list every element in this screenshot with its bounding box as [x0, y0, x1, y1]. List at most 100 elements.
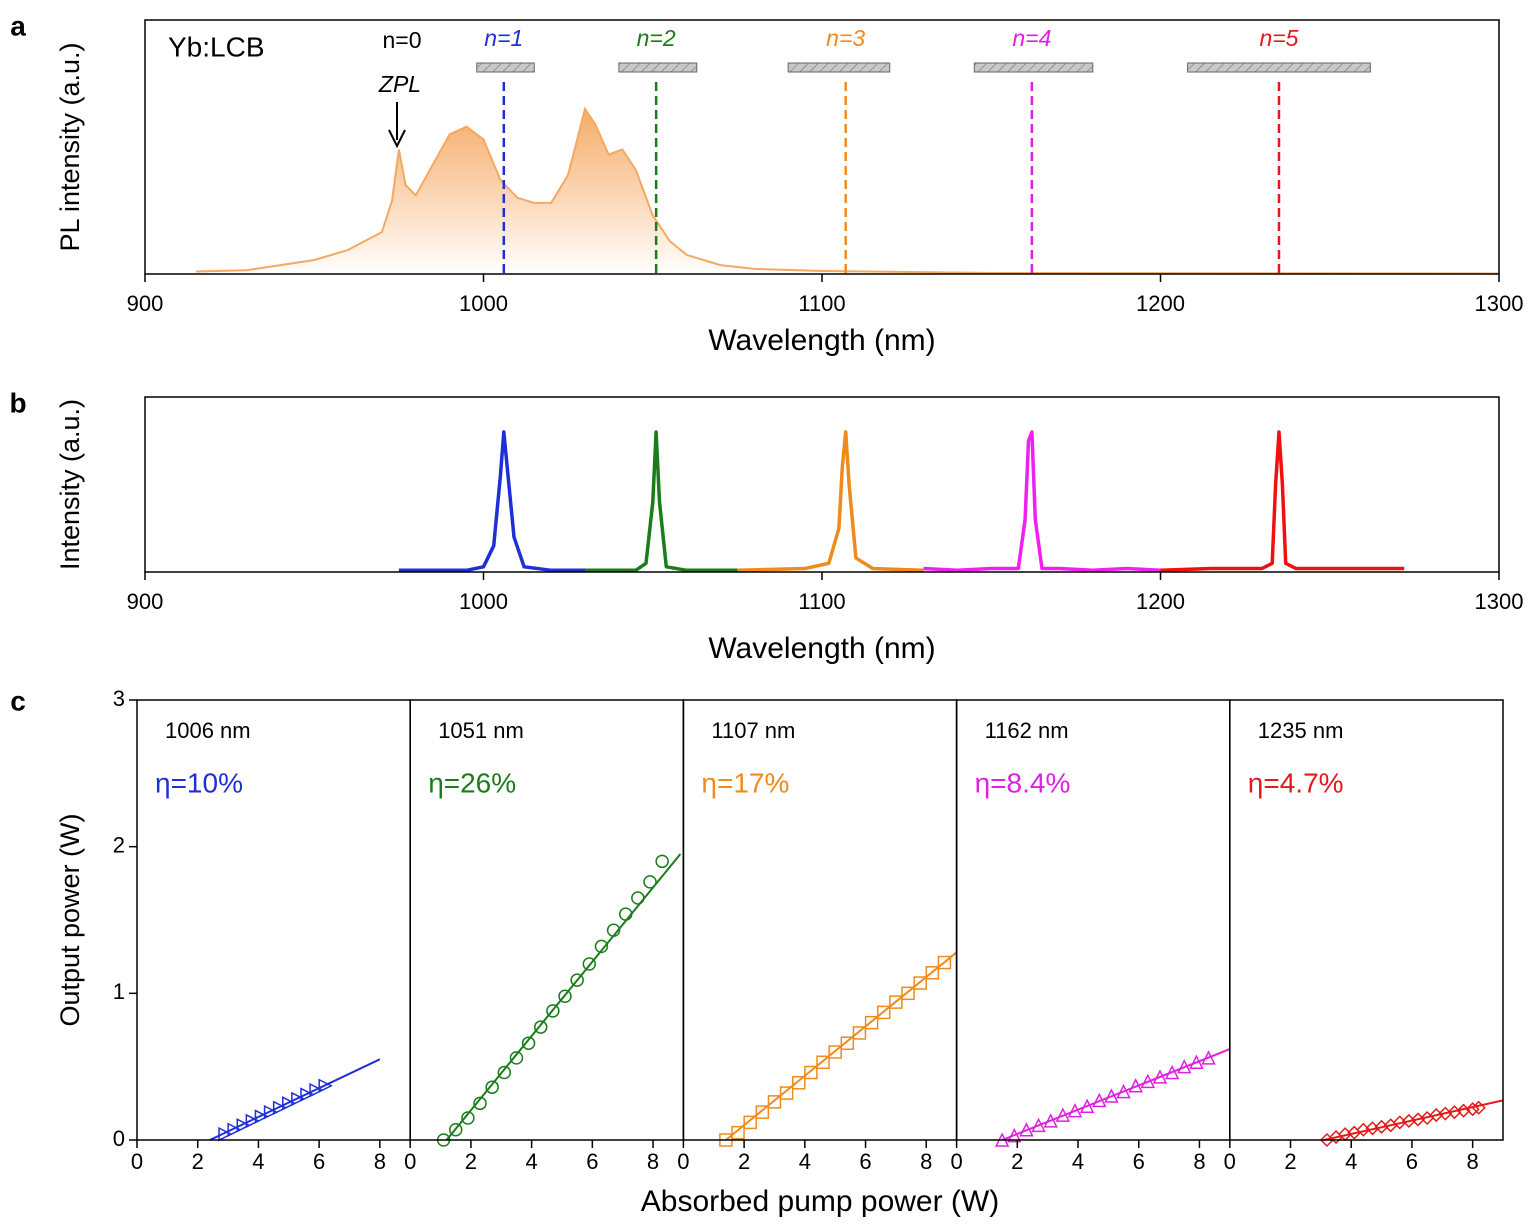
mode-label: n=4	[1012, 25, 1051, 51]
wavelength-label: 1006 nm	[165, 718, 251, 743]
plot-frame	[136, 699, 411, 1141]
x-tick-label: 900	[127, 589, 164, 614]
data-point	[631, 891, 645, 905]
x-tick-label: 8	[1193, 1149, 1205, 1174]
data-point	[1189, 1054, 1204, 1070]
x-tick-label: 6	[313, 1149, 325, 1174]
x-tick-label: 2	[1284, 1149, 1296, 1174]
data-point	[816, 1055, 830, 1070]
y-tick-label: 3	[113, 686, 125, 711]
efficiency-label: η=26%	[428, 767, 516, 798]
data-point	[300, 1087, 315, 1102]
data-point	[1019, 1122, 1034, 1137]
data-point	[1465, 1102, 1480, 1117]
data-point	[1177, 1058, 1192, 1074]
sample-label: Yb:LCB	[168, 31, 265, 62]
mode-band	[618, 62, 698, 73]
data-point	[913, 976, 927, 990]
data-point	[618, 907, 633, 921]
data-point	[236, 1118, 251, 1133]
data-point	[743, 1115, 757, 1130]
x-axis-label: Absorbed pump power (W)	[641, 1185, 999, 1218]
data-point	[804, 1065, 818, 1080]
plot-frame	[144, 396, 1500, 573]
mode-band	[476, 62, 535, 73]
data-point	[655, 854, 669, 869]
data-point	[318, 1078, 333, 1093]
data-point	[448, 1122, 463, 1137]
x-tick-label: 1200	[1136, 291, 1185, 316]
mode-label: n=2	[637, 25, 676, 51]
area-fill	[195, 108, 1499, 275]
spectrum-line	[1160, 430, 1405, 573]
x-tick-label: 2	[738, 1149, 750, 1174]
annotation: n=0	[382, 27, 421, 53]
x-tick-label: 6	[1406, 1149, 1418, 1174]
spectrum-line	[398, 430, 585, 573]
efficiency-label: η=8.4%	[975, 767, 1071, 798]
mode-band	[787, 62, 891, 73]
efficiency-label: η=17%	[701, 767, 789, 798]
data-point	[485, 1080, 499, 1094]
x-tick-label: 8	[647, 1149, 659, 1174]
x-tick-label: 4	[252, 1149, 264, 1174]
y-tick-label: 2	[113, 832, 125, 857]
data-point	[889, 995, 903, 1009]
x-tick-label: 1100	[798, 589, 845, 614]
panel-letter: b	[9, 387, 26, 418]
x-tick-label: 4	[1345, 1149, 1357, 1174]
x-tick-label: 0	[131, 1149, 143, 1174]
data-point	[937, 955, 952, 970]
data-point	[767, 1095, 782, 1109]
y-axis-label: Output power (W)	[55, 813, 85, 1026]
data-point	[570, 973, 584, 987]
data-point	[521, 1036, 536, 1050]
subplot: 1006 nm η=10% 0 2 4 6 8	[131, 699, 411, 1174]
x-tick-label: 900	[127, 291, 164, 316]
wavelength-label: 1162 nm	[985, 718, 1069, 743]
data-point	[755, 1105, 770, 1119]
x-tick-label: 4	[799, 1149, 811, 1174]
mode-label: n=5	[1259, 25, 1298, 51]
annotation: ZPL	[378, 71, 421, 97]
data-point	[1067, 1102, 1083, 1118]
data-point	[1079, 1098, 1095, 1114]
x-tick-label: 1100	[798, 291, 845, 316]
data-point	[1055, 1107, 1071, 1122]
data-point	[1007, 1127, 1022, 1143]
x-tick-label: 0	[677, 1149, 689, 1174]
data-point	[864, 1015, 879, 1030]
data-point	[497, 1065, 512, 1080]
x-tick-label: 8	[374, 1149, 386, 1174]
x-tick-label: 1000	[459, 589, 508, 614]
x-tick-label: 2	[1011, 1149, 1023, 1174]
data-point	[925, 966, 940, 980]
y-axis-label: Intensity (a.u.)	[55, 399, 85, 570]
data-point	[1164, 1064, 1180, 1080]
plot-frame	[409, 699, 685, 1141]
data-point	[1104, 1088, 1119, 1103]
x-tick-label: 8	[920, 1149, 932, 1174]
y-axis-label: PL intensity (a.u.)	[55, 42, 85, 251]
data-point	[840, 1036, 855, 1050]
data-point	[533, 1020, 548, 1034]
data-point	[1116, 1083, 1131, 1099]
data-point	[218, 1126, 233, 1142]
mode-band	[973, 62, 1094, 73]
data-point	[901, 986, 915, 1001]
x-tick-label: 0	[1224, 1149, 1236, 1174]
fit-line	[209, 1058, 381, 1141]
data-point	[1128, 1078, 1143, 1093]
x-tick-label: 0	[404, 1149, 416, 1174]
subplot: 1107 nm η=17% 0 2 4 6 8	[677, 699, 958, 1174]
data-point	[582, 957, 597, 971]
data-point	[461, 1111, 475, 1125]
data-point	[272, 1100, 288, 1115]
x-tick-label: 6	[859, 1149, 871, 1174]
x-tick-label: 2	[465, 1149, 477, 1174]
data-point	[876, 1005, 891, 1020]
data-point	[1201, 1050, 1216, 1065]
data-point	[245, 1113, 261, 1129]
data-point	[1043, 1113, 1058, 1128]
